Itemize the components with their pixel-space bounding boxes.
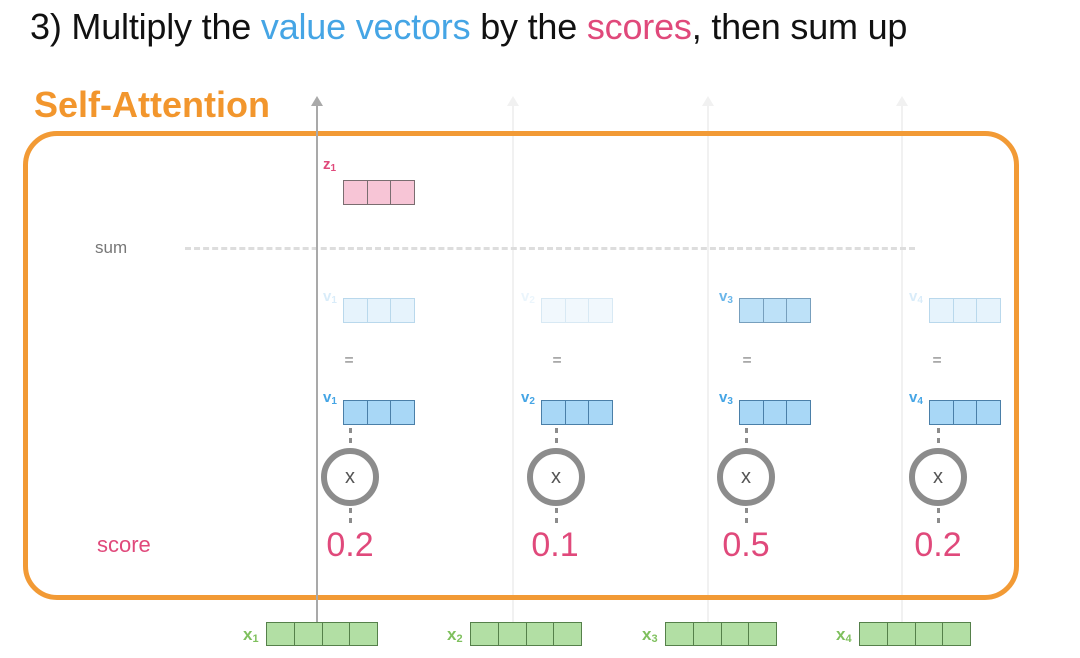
connector: [937, 508, 940, 524]
input-label: x4: [836, 625, 852, 645]
weighted-value-label: v4: [909, 288, 923, 306]
input-vector: [266, 622, 378, 646]
value-label: v3: [719, 389, 733, 407]
input-vector: [470, 622, 582, 646]
weighted-value-label: v1: [323, 288, 337, 306]
input-vector: [859, 622, 971, 646]
multiply-icon: x: [909, 448, 967, 506]
connector: [349, 508, 352, 524]
score-value: 0.2: [914, 526, 962, 564]
score-value: 0.2: [326, 526, 374, 564]
value-vector: [739, 400, 811, 425]
score-label: score: [97, 532, 151, 557]
connector: [349, 428, 352, 444]
flow-arrow-1: [311, 96, 323, 622]
section-title: Self-Attention: [34, 84, 270, 125]
heading-prefix: 3) Multiply the: [30, 6, 261, 47]
input-vector: [665, 622, 777, 646]
value-vector: [929, 400, 1001, 425]
equals-sign: =: [552, 352, 562, 369]
connector: [745, 508, 748, 524]
output-vector: [343, 180, 415, 205]
sum-line: [185, 247, 915, 250]
self-attention-frame: [23, 131, 1019, 600]
value-label: v4: [909, 389, 923, 407]
output-letter: z: [323, 156, 331, 173]
flow-arrow-4: [896, 96, 908, 622]
score-value: 0.5: [722, 526, 770, 564]
weighted-value-label: v3: [719, 288, 733, 306]
equals-sign: =: [932, 352, 942, 369]
sum-label: sum: [95, 238, 128, 257]
input-label: x1: [243, 625, 259, 645]
value-label: v1: [323, 389, 337, 407]
weighted-value-vector: [343, 298, 415, 323]
multiply-icon: x: [321, 448, 379, 506]
output-label: z1: [323, 156, 336, 174]
weighted-value-label: v2: [521, 288, 535, 306]
heading-scores: scores: [586, 6, 692, 47]
weighted-value-vector: [541, 298, 613, 323]
connector: [937, 428, 940, 444]
multiply-icon: x: [527, 448, 585, 506]
weighted-value-vector: [929, 298, 1001, 323]
flow-arrow-2: [507, 96, 519, 622]
heading-value-vectors: value vectors: [260, 6, 471, 47]
value-label: v2: [521, 389, 535, 407]
input-label: x3: [642, 625, 658, 645]
multiply-icon: x: [717, 448, 775, 506]
score-value: 0.1: [531, 526, 579, 564]
slide-heading: 3) Multiply the value vectors by the sco…: [30, 6, 907, 48]
equals-sign: =: [344, 352, 354, 369]
connector: [555, 508, 558, 524]
output-index: 1: [330, 163, 337, 174]
weighted-value-vector: [739, 298, 811, 323]
flow-arrow-3: [702, 96, 714, 622]
heading-suffix: , then sum up: [691, 6, 908, 47]
heading-middle: by the: [470, 6, 587, 47]
connector: [555, 428, 558, 444]
input-label: x2: [447, 625, 463, 645]
connector: [745, 428, 748, 444]
value-vector: [541, 400, 613, 425]
value-vector: [343, 400, 415, 425]
equals-sign: =: [742, 352, 752, 369]
